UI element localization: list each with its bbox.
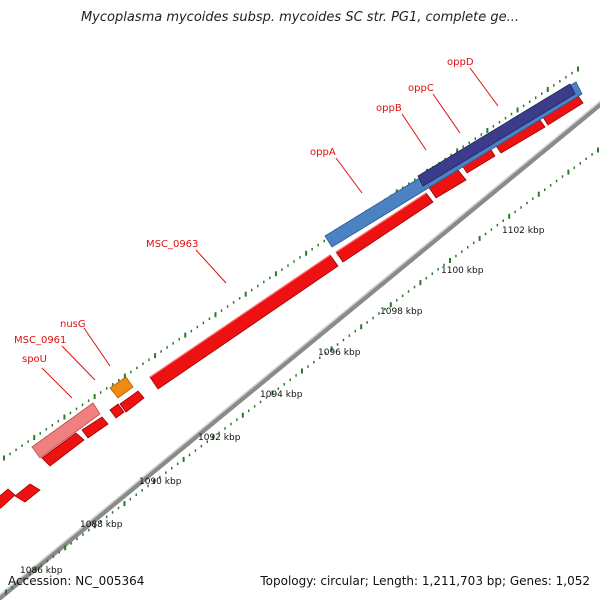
map-title: Mycoplasma mycoides subsp. mycoides SC s… [80, 10, 520, 25]
cds-arrow[interactable] [81, 416, 109, 439]
cds-arrow[interactable] [0, 488, 16, 512]
genome-backbone [0, 101, 600, 600]
accession-text: Accession: NC_005364 [8, 574, 145, 588]
nusG-gene[interactable] [109, 376, 134, 399]
spoU-gene[interactable] [31, 402, 101, 459]
kbp-label: 1100 kbp [441, 266, 484, 276]
gene-labels: spoU MSC_0961 nusG MSC_0963 oppA oppB op… [14, 57, 474, 365]
cds-arrow[interactable] [109, 403, 125, 419]
kbp-label: 1090 kbp [139, 477, 182, 487]
kbp-label: 1102 kbp [502, 226, 545, 236]
kbp-label: 1086 kbp [20, 566, 63, 576]
gene-leader-lines [41, 67, 499, 399]
cds-arrow[interactable] [41, 432, 85, 467]
gene-label-oppD[interactable]: oppD [447, 57, 474, 68]
kbp-label: 1094 kbp [260, 390, 303, 400]
outer-tick-row [3, 66, 579, 461]
gene-label-spoU[interactable]: spoU [22, 354, 47, 365]
gene-label-nusG[interactable]: nusG [60, 319, 86, 330]
gene-label-oppC[interactable]: oppC [408, 83, 434, 94]
kbp-label: 1096 kbp [318, 348, 361, 358]
cds-arrow[interactable] [149, 254, 339, 390]
cds-arrow[interactable] [119, 390, 145, 413]
forward-cds-track [0, 92, 584, 512]
gene-label-MSC_0961[interactable]: MSC_0961 [14, 335, 66, 346]
genome-info-text: Topology: circular; Length: 1,211,703 bp… [260, 574, 590, 588]
kbp-label: 1088 kbp [80, 520, 123, 530]
gene-label-MSC_0963[interactable]: MSC_0963 [146, 239, 198, 250]
oppD-gene[interactable] [417, 83, 576, 187]
kbp-label: 1098 kbp [380, 307, 423, 317]
kbp-scale: 1086 kbp 1088 kbp 1090 kbp 1092 kbp 1094… [20, 226, 545, 576]
kbp-label: 1092 kbp [198, 433, 241, 443]
cds-arrow[interactable] [14, 483, 41, 503]
gene-label-oppA[interactable]: oppA [310, 147, 336, 158]
gene-label-oppB[interactable]: oppB [376, 103, 402, 114]
inner-tick-row [5, 147, 599, 595]
